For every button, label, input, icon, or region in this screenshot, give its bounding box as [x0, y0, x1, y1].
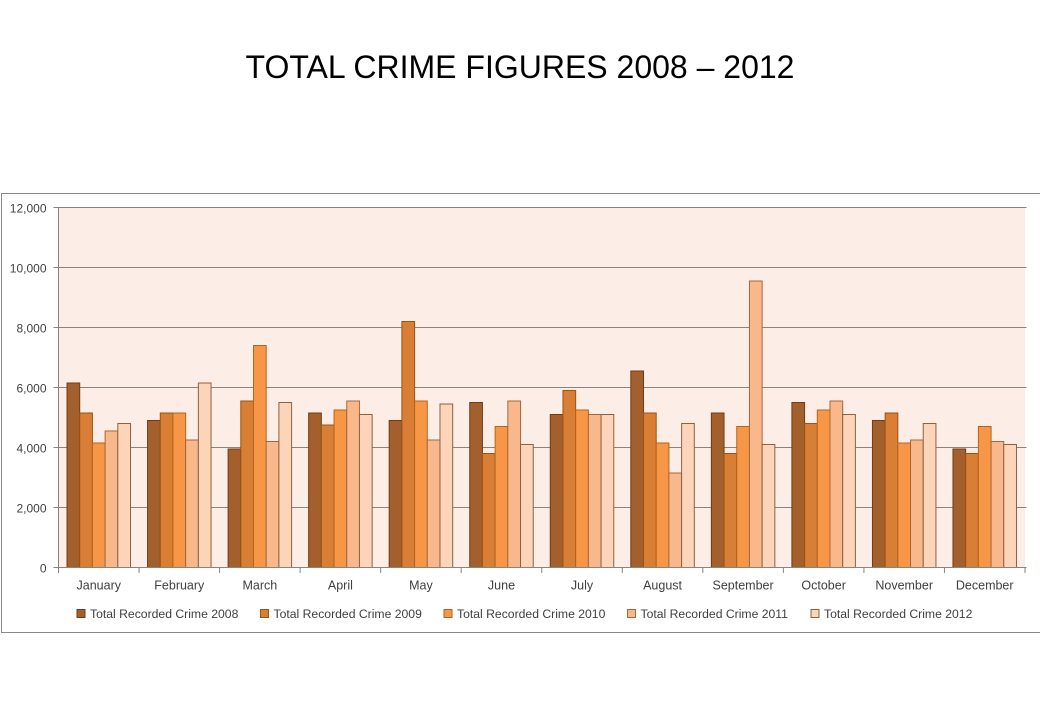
svg-text:January: January — [77, 579, 122, 593]
svg-text:April: April — [328, 579, 353, 593]
svg-text:8,000: 8,000 — [16, 322, 46, 336]
svg-text:September: September — [713, 579, 774, 593]
svg-text:May: May — [409, 579, 433, 593]
svg-text:June: June — [488, 579, 515, 593]
svg-text:12,000: 12,000 — [10, 202, 47, 216]
svg-text:Total Recorded Crime 2012: Total Recorded Crime 2012 — [824, 607, 973, 621]
svg-text:Total Recorded Crime 2010: Total Recorded Crime 2010 — [457, 607, 606, 621]
svg-text:July: July — [571, 579, 594, 593]
svg-text:December: December — [956, 579, 1014, 593]
svg-text:0: 0 — [40, 562, 47, 576]
svg-text:November: November — [875, 579, 933, 593]
svg-text:6,000: 6,000 — [16, 382, 46, 396]
svg-text:March: March — [242, 579, 277, 593]
svg-text:October: October — [801, 579, 845, 593]
svg-text:Total Recorded Crime 2009: Total Recorded Crime 2009 — [274, 607, 423, 621]
svg-text:4,000: 4,000 — [16, 442, 46, 456]
svg-text:February: February — [154, 579, 205, 593]
svg-text:Total Recorded Crime 2011: Total Recorded Crime 2011 — [641, 607, 789, 621]
svg-text:2,000: 2,000 — [16, 502, 46, 516]
svg-text:August: August — [643, 579, 682, 593]
svg-text:10,000: 10,000 — [10, 262, 47, 276]
svg-text:Total Recorded Crime 2008: Total Recorded Crime 2008 — [90, 607, 239, 621]
